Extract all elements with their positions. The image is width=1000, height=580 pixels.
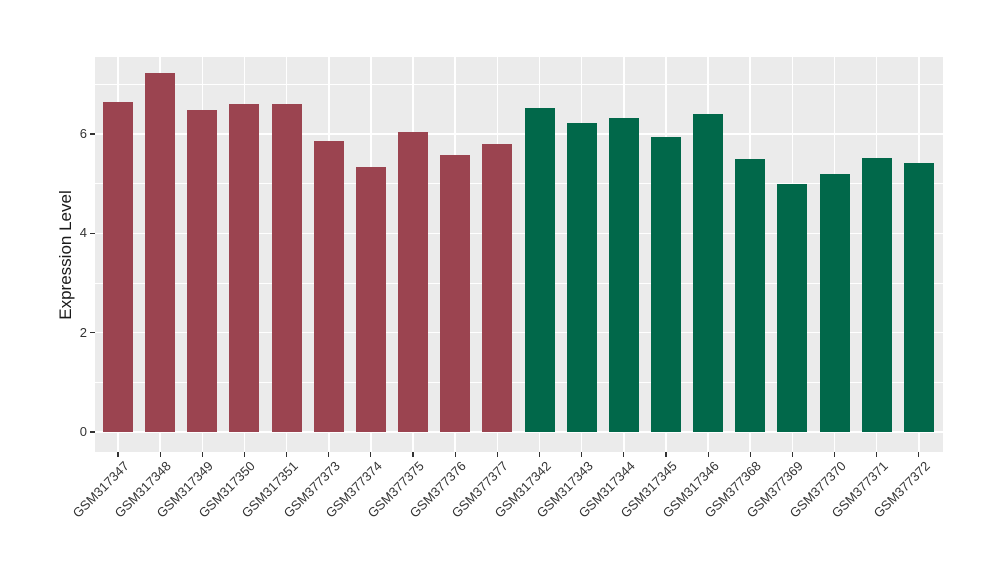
bar <box>903 162 934 432</box>
y-tick-label: 4 <box>79 225 87 241</box>
bar <box>440 154 471 432</box>
x-tick-mark <box>581 452 583 457</box>
bar <box>735 159 766 432</box>
x-tick-mark <box>876 452 878 457</box>
x-tick-mark <box>665 452 667 457</box>
minor-gridline <box>95 282 943 284</box>
bar <box>355 167 386 432</box>
x-tick-mark <box>707 452 709 457</box>
y-tick-mark <box>90 332 95 334</box>
bar <box>693 114 724 432</box>
major-gridline <box>95 232 943 235</box>
major-gridline <box>95 133 943 135</box>
x-tick-mark <box>243 452 246 457</box>
y-tick-label: 6 <box>79 125 87 141</box>
plot-panel <box>95 57 943 452</box>
x-tick-mark <box>623 452 625 457</box>
bar <box>313 141 344 432</box>
bar <box>566 122 597 432</box>
y-tick-mark <box>90 431 95 433</box>
x-tick-mark <box>918 452 920 457</box>
y-axis-title: Expression Level <box>56 190 75 320</box>
bar <box>229 104 260 432</box>
bar <box>524 108 555 432</box>
x-tick-mark <box>159 452 161 457</box>
bar <box>398 132 429 432</box>
bar <box>103 101 133 432</box>
y-tick-label: 0 <box>79 424 87 439</box>
x-tick-mark <box>328 452 330 457</box>
minor-gridline <box>95 83 943 85</box>
y-tick-label: 2 <box>79 324 87 340</box>
x-tick-mark <box>496 452 498 457</box>
bar <box>482 144 513 432</box>
x-tick-mark <box>201 452 203 457</box>
x-tick-mark <box>791 452 793 457</box>
x-tick-mark <box>286 452 288 457</box>
x-tick-mark <box>412 452 414 457</box>
minor-gridline <box>95 183 943 185</box>
x-tick-mark <box>370 452 372 457</box>
y-tick-mark <box>90 133 95 135</box>
major-gridline <box>95 331 943 334</box>
x-tick-mark <box>538 452 541 457</box>
bar <box>271 104 302 432</box>
x-tick-mark <box>117 452 119 457</box>
major-gridline <box>95 431 943 433</box>
bar <box>650 137 681 432</box>
y-tick-mark <box>90 232 95 234</box>
x-tick-mark <box>454 452 456 457</box>
bar <box>187 110 218 432</box>
bar <box>608 117 639 432</box>
bar <box>777 184 808 432</box>
x-tick-mark <box>749 452 751 457</box>
bar <box>145 73 176 432</box>
x-tick-mark <box>833 452 836 457</box>
minor-gridline <box>95 381 943 383</box>
bar <box>861 157 892 432</box>
bar <box>819 174 850 432</box>
